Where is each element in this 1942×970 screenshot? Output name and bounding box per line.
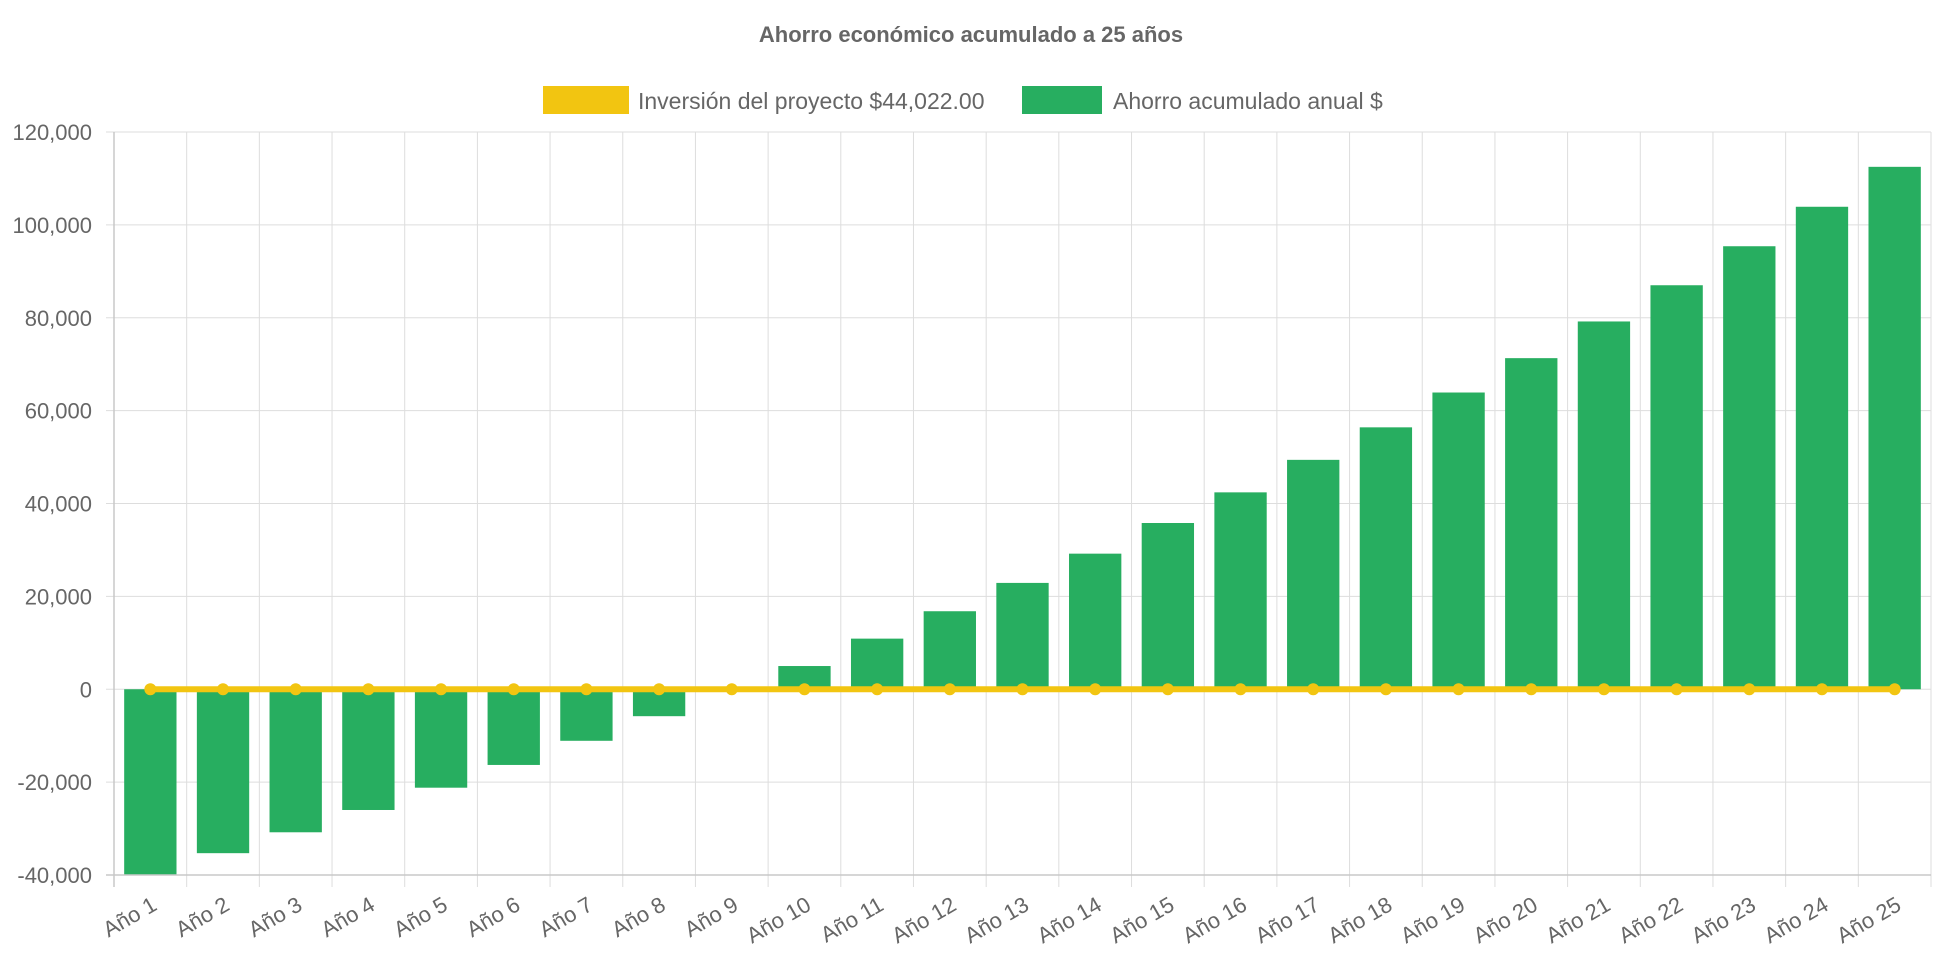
x-tick-label: Año 19 bbox=[1396, 892, 1469, 949]
x-tick-label: Año 4 bbox=[317, 892, 379, 942]
line-point[interactable] bbox=[1234, 683, 1247, 696]
bar[interactable] bbox=[996, 582, 1049, 690]
line-point[interactable] bbox=[144, 683, 157, 696]
x-tick-label: Año 10 bbox=[742, 892, 815, 949]
x-tick-label: Año 7 bbox=[535, 892, 597, 942]
x-tick-label: Año 9 bbox=[680, 892, 742, 942]
legend-label[interactable]: Inversión del proyecto $44,022.00 bbox=[638, 88, 985, 114]
bar[interactable] bbox=[269, 689, 322, 833]
bar[interactable] bbox=[1505, 358, 1558, 690]
y-tick-label: -20,000 bbox=[17, 770, 92, 795]
y-tick-label: 0 bbox=[80, 677, 92, 702]
bar[interactable] bbox=[1214, 492, 1267, 690]
chart-title: Ahorro económico acumulado a 25 años bbox=[759, 22, 1183, 47]
bar[interactable] bbox=[1141, 523, 1195, 690]
x-tick-label: Año 5 bbox=[389, 892, 451, 942]
bar[interactable] bbox=[1287, 459, 1340, 690]
line-point[interactable] bbox=[871, 683, 884, 696]
line-point[interactable] bbox=[435, 683, 448, 696]
line-point[interactable] bbox=[1089, 683, 1102, 696]
bar[interactable] bbox=[342, 689, 395, 810]
x-tick-label: Año 24 bbox=[1760, 892, 1833, 949]
x-tick-label: Año 17 bbox=[1251, 892, 1324, 949]
legend-swatch[interactable] bbox=[1022, 86, 1102, 114]
x-tick-label: Año 21 bbox=[1542, 892, 1615, 949]
line-point[interactable] bbox=[798, 683, 811, 696]
line-point[interactable] bbox=[217, 683, 230, 696]
line-point[interactable] bbox=[362, 683, 375, 696]
y-tick-label: 100,000 bbox=[12, 213, 92, 238]
bar[interactable] bbox=[124, 689, 177, 875]
line-point[interactable] bbox=[1815, 683, 1828, 696]
bar[interactable] bbox=[487, 689, 540, 765]
line-point[interactable] bbox=[943, 683, 956, 696]
x-tick-label: Año 11 bbox=[816, 892, 887, 948]
bar[interactable] bbox=[1069, 553, 1122, 690]
x-tick-label: Año 14 bbox=[1033, 892, 1106, 949]
y-tick-label: 120,000 bbox=[12, 120, 92, 145]
chart-legend: Inversión del proyecto $44,022.00 Ahorro … bbox=[543, 86, 1383, 114]
line-point[interactable] bbox=[1743, 683, 1756, 696]
x-tick-label: Año 8 bbox=[607, 892, 669, 942]
x-tick-label: Año 1 bbox=[99, 892, 161, 942]
bar[interactable] bbox=[414, 689, 468, 788]
line-point[interactable] bbox=[725, 683, 738, 696]
bar[interactable] bbox=[560, 689, 613, 741]
line-series bbox=[144, 683, 1901, 696]
line-point[interactable] bbox=[507, 683, 520, 696]
line-point[interactable] bbox=[1525, 683, 1538, 696]
bar-series bbox=[124, 166, 1921, 875]
x-tick-label: Año 25 bbox=[1832, 892, 1905, 949]
bar[interactable] bbox=[778, 666, 831, 690]
bar[interactable] bbox=[1432, 392, 1485, 690]
x-tick-label: Año 15 bbox=[1105, 892, 1178, 949]
line-point[interactable] bbox=[1016, 683, 1029, 696]
axes bbox=[106, 132, 1931, 887]
line-point[interactable] bbox=[1379, 683, 1392, 696]
x-tick-label: Año 20 bbox=[1469, 892, 1542, 949]
x-tick-label: Año 3 bbox=[244, 892, 306, 942]
line-point[interactable] bbox=[1307, 683, 1320, 696]
y-tick-label: 20,000 bbox=[25, 584, 92, 609]
bar[interactable] bbox=[850, 638, 904, 690]
grid-lines bbox=[106, 131, 1932, 887]
legend-swatch[interactable] bbox=[543, 86, 629, 114]
bar[interactable] bbox=[1723, 246, 1776, 690]
y-tick-label: -40,000 bbox=[17, 863, 92, 888]
x-tick-label: Año 6 bbox=[462, 892, 524, 942]
y-tick-label: 80,000 bbox=[25, 306, 92, 331]
x-tick-label: Año 18 bbox=[1324, 892, 1397, 949]
bar[interactable] bbox=[196, 689, 250, 854]
line-point[interactable] bbox=[1670, 683, 1683, 696]
line-point[interactable] bbox=[289, 683, 302, 696]
legend-label[interactable]: Ahorro acumulado anual $ bbox=[1113, 88, 1383, 114]
bar[interactable] bbox=[1359, 427, 1413, 690]
bar[interactable] bbox=[1650, 285, 1703, 690]
x-tick-label: Año 2 bbox=[171, 892, 233, 942]
bar[interactable] bbox=[923, 611, 976, 690]
x-tick-label: Año 22 bbox=[1614, 892, 1687, 949]
y-tick-label: 40,000 bbox=[25, 492, 92, 517]
y-tick-label: 60,000 bbox=[25, 399, 92, 424]
line-point[interactable] bbox=[1597, 683, 1610, 696]
bar[interactable] bbox=[1795, 206, 1849, 690]
line-point[interactable] bbox=[580, 683, 593, 696]
line-point[interactable] bbox=[1452, 683, 1465, 696]
bar[interactable] bbox=[1577, 321, 1631, 690]
x-tick-label: Año 16 bbox=[1178, 892, 1251, 949]
line-point[interactable] bbox=[653, 683, 666, 696]
x-tick-label: Año 12 bbox=[887, 892, 960, 949]
line-point[interactable] bbox=[1888, 683, 1901, 696]
x-tick-label: Año 23 bbox=[1687, 892, 1760, 949]
line-point[interactable] bbox=[1161, 683, 1174, 696]
bar[interactable] bbox=[1868, 166, 1921, 690]
x-tick-label: Año 13 bbox=[960, 892, 1033, 949]
